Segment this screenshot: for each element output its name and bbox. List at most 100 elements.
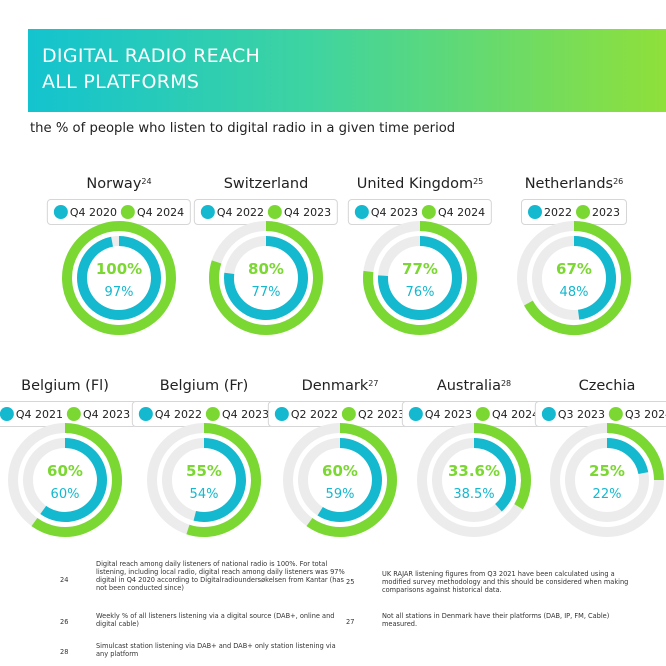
- donut-chart: 67%48%: [517, 221, 631, 335]
- legend-label: Q4 2022: [216, 205, 264, 219]
- outer-ring-arc: [473, 423, 531, 510]
- inner-ring-arc: [317, 438, 382, 522]
- country-name: Denmark: [301, 378, 369, 394]
- legend-item: Q3 2024: [609, 407, 666, 421]
- footnote-26: 26 Weekly % of all listeners listening v…: [60, 612, 346, 628]
- donut-chart: 33.6% 38.5%: [417, 423, 531, 537]
- legend-swatch-icon: [138, 407, 153, 421]
- donut-chart: 25%22%: [550, 423, 664, 537]
- country-title: Netherlands26: [499, 175, 649, 193]
- legend-label: 2023: [592, 205, 620, 219]
- legend-swatch-icon: [67, 407, 81, 421]
- inner-ring-arc: [473, 438, 516, 512]
- legend-swatch-icon: [422, 205, 436, 219]
- legend-swatch-icon: [528, 205, 542, 219]
- donut-card: Belgium (Fl) Q4 2021 Q4 2023 60% 60%: [0, 377, 140, 537]
- legend-label: Q4 2022: [154, 407, 202, 421]
- country-name: United Kingdom: [356, 176, 474, 192]
- footnote-number: 28: [60, 648, 69, 656]
- chart-legend: Q4 2020 Q4 2024: [46, 199, 192, 225]
- footnote-text: Weekly % of all listeners listening via …: [96, 612, 335, 628]
- donut-chart: 80%77%: [209, 221, 323, 335]
- footnote-28: 28 Simulcast station listening via DAB+ …: [60, 642, 346, 658]
- footnote-number: 25: [346, 578, 355, 586]
- chart-legend: Q3 2023 Q3 2024: [534, 401, 666, 427]
- chart-legend: Q4 2021 Q4 2023: [0, 401, 138, 427]
- legend-label: Q3 2024: [625, 407, 666, 421]
- outer-value-label: 25%: [589, 462, 625, 480]
- donut-chart: 60%59%: [283, 423, 397, 537]
- footnote-ref: 28: [500, 379, 512, 388]
- legend-item: 2023: [576, 205, 620, 219]
- outer-value-label: 77%: [402, 260, 438, 278]
- country-title: United Kingdom25: [345, 175, 495, 193]
- inner-value-label: 48%: [560, 285, 589, 300]
- chart-legend: Q2 2022 Q2 2023: [267, 401, 413, 427]
- footnote-text: Not all stations in Denmark have their p…: [382, 612, 610, 628]
- country-name: Australia: [436, 378, 501, 394]
- outer-ring-arc: [209, 221, 323, 335]
- inner-value-label: 77%: [252, 285, 281, 300]
- legend-item: Q4 2021: [0, 407, 63, 421]
- footnote-number: 24: [60, 576, 69, 584]
- legend-item: Q2 2022: [274, 407, 338, 421]
- inner-ring-arc: [606, 438, 649, 475]
- outer-ring-arc: [363, 221, 477, 335]
- outer-value-label: 100%: [96, 260, 142, 278]
- outer-ring-arc: [31, 423, 122, 537]
- chart-legend: Q4 2022 Q4 2023: [193, 199, 339, 225]
- footnote-text: Digital reach among daily listeners of n…: [96, 560, 345, 592]
- outer-value-label: 80%: [248, 260, 284, 278]
- legend-item: Q3 2023: [541, 407, 605, 421]
- legend-swatch-icon: [408, 407, 423, 421]
- outer-ring-arc: [62, 221, 176, 335]
- page-title: DIGITAL RADIO REACH ALL PLATFORMS: [42, 45, 261, 93]
- footnote-24: 24 Digital reach among daily listeners o…: [60, 560, 346, 592]
- inner-value-label: 60%: [51, 487, 80, 502]
- legend-swatch-icon: [274, 407, 289, 421]
- outer-ring-arc: [186, 423, 261, 537]
- inner-value-label: 59%: [326, 487, 355, 502]
- footnote-text: UK RAJAR listening figures from Q3 2021 …: [382, 570, 629, 594]
- country-title: Belgium (Fl): [0, 377, 140, 395]
- header-banner: DIGITAL RADIO REACH ALL PLATFORMS: [28, 29, 666, 112]
- legend-item: Q4 2022: [138, 407, 202, 421]
- legend-swatch-icon: [541, 407, 556, 421]
- legend-label: Q2 2022: [290, 407, 338, 421]
- footnote-ref: 24: [141, 177, 152, 186]
- legend-label: Q4 2023: [83, 407, 131, 421]
- footnote-text: Simulcast station listening via DAB+ and…: [96, 642, 336, 658]
- inner-ring-arc: [378, 236, 462, 320]
- footnote-ref: 25: [473, 177, 484, 186]
- legend-swatch-icon: [200, 205, 215, 219]
- legend-item: Q2 2023: [342, 407, 405, 421]
- legend-item: Q4 2023: [67, 407, 130, 421]
- footnote-ref: 26: [613, 177, 624, 186]
- legend-label: Q2 2023: [358, 407, 406, 421]
- legend-label: Q4 2023: [424, 407, 472, 421]
- page-subtitle: the % of people who listen to digital ra…: [30, 121, 456, 136]
- legend-item: Q4 2023: [268, 205, 331, 219]
- legend-item: 2022: [528, 205, 572, 219]
- legend-item: Q4 2024: [422, 205, 485, 219]
- legend-item: Q4 2023: [354, 205, 418, 219]
- legend-swatch-icon: [0, 407, 14, 421]
- outer-value-label: 33.6%: [448, 462, 500, 480]
- inner-ring-arc: [40, 438, 107, 522]
- donut-card: Switzerland Q4 2022 Q4 2023 80% 77%: [191, 175, 341, 335]
- legend-label: Q4 2023: [284, 205, 332, 219]
- country-title: Australia28: [399, 377, 549, 395]
- country-name: Belgium (Fr): [159, 378, 249, 394]
- donut-chart: 100% 97%: [62, 221, 176, 335]
- inner-value-label: 97%: [105, 285, 134, 300]
- footnote-ref: 27: [368, 379, 379, 388]
- footnote-25: 25 UK RAJAR listening figures from Q3 20…: [346, 570, 632, 594]
- legend-swatch-icon: [121, 205, 135, 219]
- legend-label: Q4 2024: [137, 205, 185, 219]
- legend-swatch-icon: [609, 407, 623, 421]
- donut-chart: 77%76%: [363, 221, 477, 335]
- legend-label: Q4 2021: [15, 407, 63, 421]
- legend-label: Q4 2023: [222, 407, 270, 421]
- footnotes: 24 Digital reach among daily listeners o…: [50, 560, 650, 666]
- legend-label: Q3 2023: [557, 407, 605, 421]
